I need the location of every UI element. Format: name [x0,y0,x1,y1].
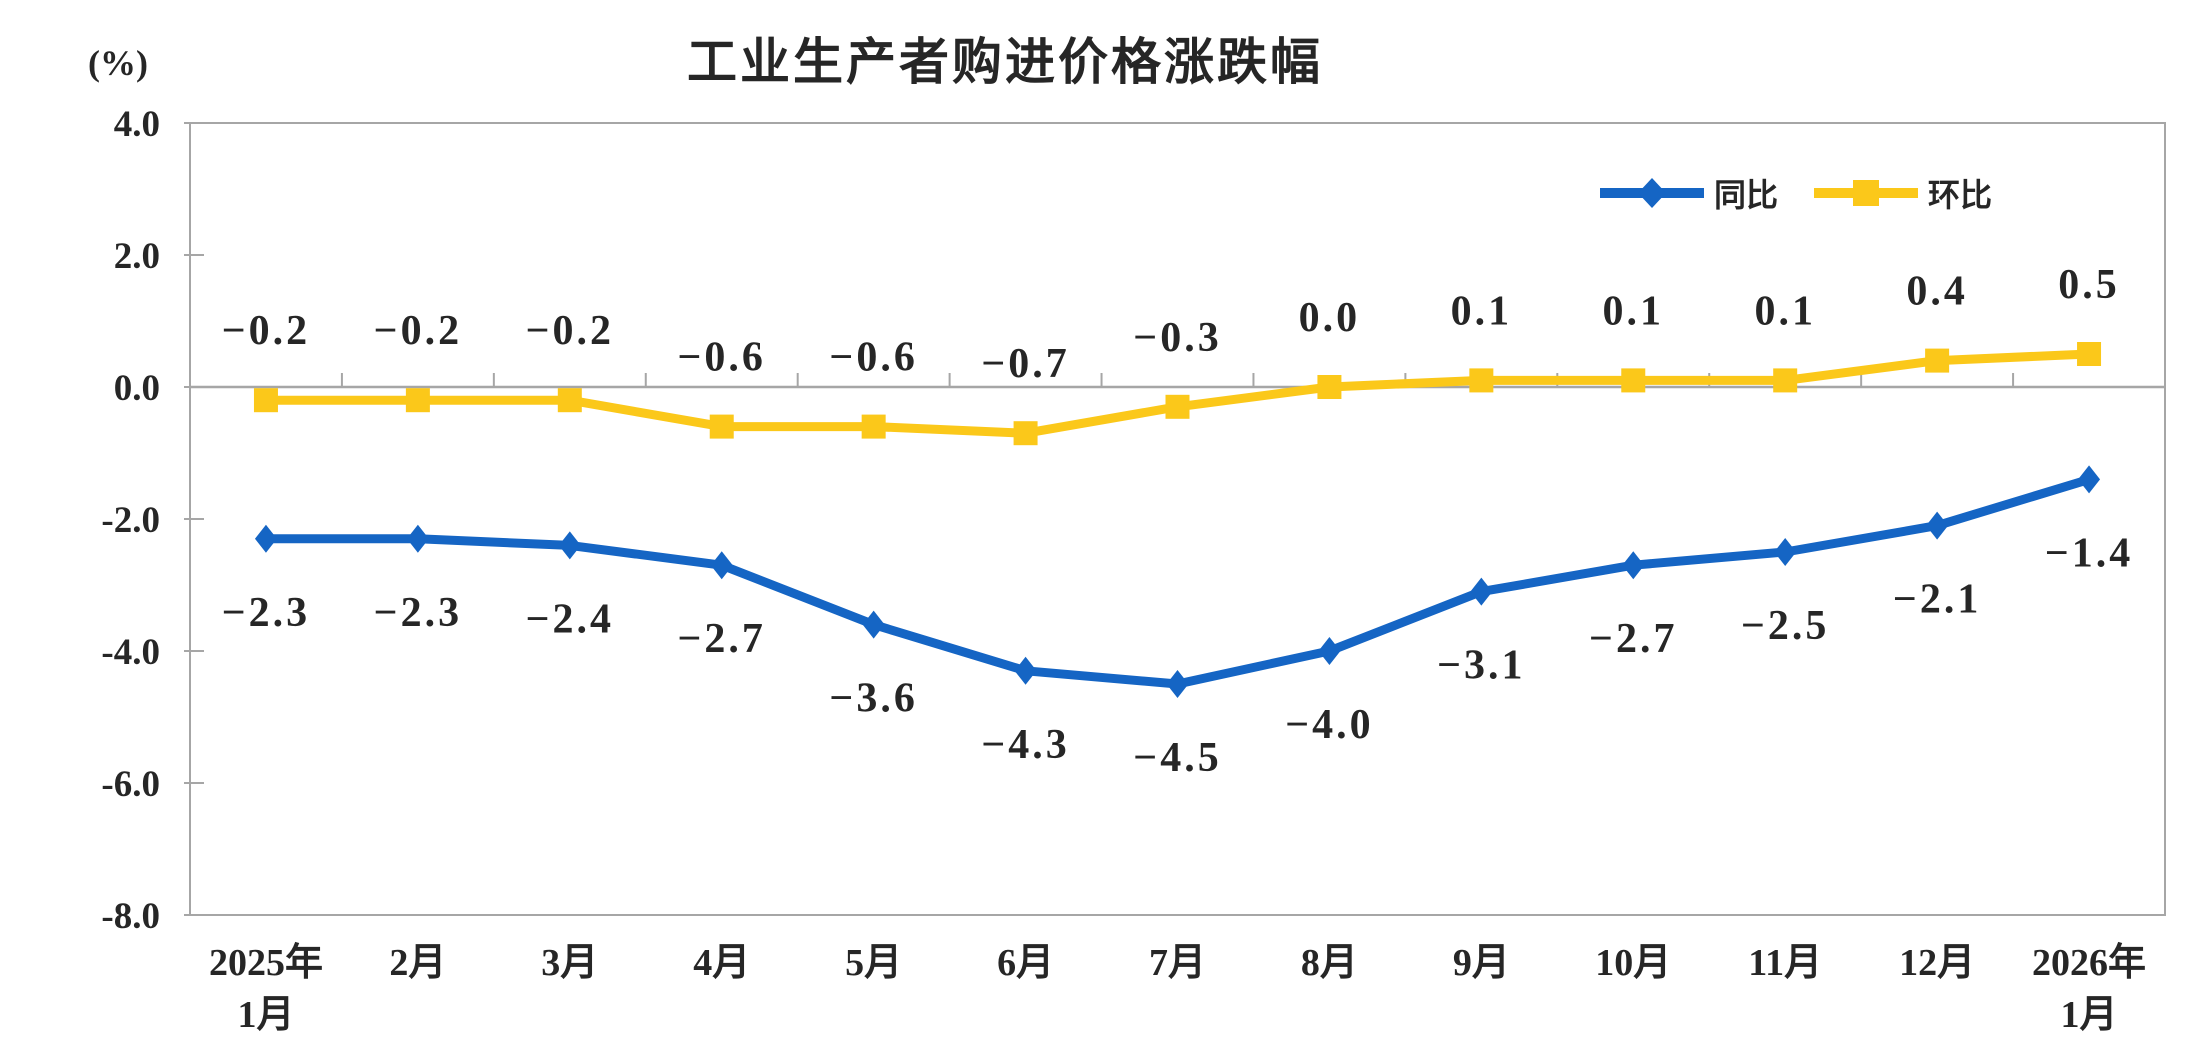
data-label: −2.1 [1893,577,1981,623]
diamond-marker [406,524,429,553]
y-axis-unit-label: (%) [88,43,148,83]
x-tick-label: 12月 [1899,942,1975,984]
data-label: −1.4 [2045,530,2133,576]
diamond-marker [1622,551,1645,580]
diamond-marker [1318,637,1341,665]
data-label: −0.2 [374,308,462,354]
square-marker [557,388,582,413]
x-tick-label: 7月 [1149,942,1206,984]
data-label: −0.6 [678,335,766,381]
x-tick-label: 10月 [1595,942,1671,984]
yoy-line-diamond-icon [1600,178,1704,208]
x-tick-label: 2026年 1月 [2032,942,2146,1036]
data-label: −2.4 [526,596,614,642]
x-tick-label: 2月 [389,942,446,984]
data-label: −0.3 [1133,315,1221,361]
data-label: 0.1 [1754,288,1816,334]
x-tick-label: 8月 [1301,942,1358,984]
data-label: −4.0 [1285,702,1373,748]
diamond-marker [254,524,277,553]
data-label: −4.5 [1133,735,1221,781]
square-marker [405,388,430,413]
data-label: −3.1 [1437,643,1525,689]
mom-line-square-icon [1814,180,1919,206]
x-tick-label: 3月 [541,942,598,984]
series-line-1 [261,349,2094,438]
square-marker [2077,342,2102,366]
x-tick-label: 4月 [693,942,750,984]
data-label: 0.5 [2058,262,2120,308]
square-marker [861,414,886,439]
legend-item-yoy: 同比 [1598,170,1778,216]
x-tick-label: 2025年 1月 [209,942,323,1036]
data-label: 0.1 [1603,288,1665,334]
diamond-marker [862,610,885,639]
chart-title: 工业生产者购进价格涨跌幅 [687,34,1323,90]
legend: 同比 环比 [1598,170,1992,216]
square-marker [1469,368,1494,393]
diamond-marker [1926,511,1949,540]
diamond-marker [1166,670,1189,698]
diamond-marker [1774,538,1797,566]
diamond-marker [558,531,581,560]
y-tick-label: -4.0 [101,632,160,673]
legend-label-mom: 环比 [1928,177,1993,213]
legend-item-mom: 环比 [1812,170,1992,216]
data-label: −3.6 [829,676,917,722]
data-label: −2.3 [374,590,462,636]
x-tick-label: 5月 [845,942,902,984]
square-marker [253,388,278,413]
plot-border [189,122,2166,916]
data-label: −4.3 [981,722,1069,768]
data-label: 0.1 [1451,288,1513,334]
square-marker [1317,375,1342,399]
data-label: −2.3 [222,590,310,636]
diamond-marker [1014,656,1037,685]
y-tick-label: 4.0 [114,104,160,145]
data-label: −0.2 [222,308,310,354]
square-marker [1773,368,1798,393]
square-marker [1621,368,1646,393]
data-label: −2.7 [678,616,766,662]
square-marker [709,414,734,439]
data-label: 0.0 [1299,295,1361,341]
data-label: −2.5 [1741,603,1829,649]
data-label: 0.4 [1906,269,1968,315]
data-label: −0.7 [981,341,1069,387]
data-label: −2.7 [1589,616,1677,662]
legend-label-yoy: 同比 [1714,177,1779,213]
square-marker [1925,348,1950,373]
x-tick-label: 6月 [997,942,1054,984]
y-tick-label: -8.0 [101,896,160,937]
diamond-marker [1470,577,1493,606]
y-tick-label: 0.0 [114,368,160,409]
x-tick-label: 9月 [1453,942,1510,984]
diamond-marker [710,551,733,580]
series-line-0 [261,474,2094,689]
square-marker [1165,394,1190,419]
diamond-marker [2078,465,2101,494]
data-label: −0.2 [526,308,614,354]
y-tick-label: 2.0 [114,236,160,277]
data-label: −0.6 [829,335,917,381]
square-marker [1013,421,1038,446]
x-tick-label: 11月 [1748,942,1822,984]
y-tick-label: -2.0 [101,500,160,541]
y-tick-label: -6.0 [101,764,160,805]
